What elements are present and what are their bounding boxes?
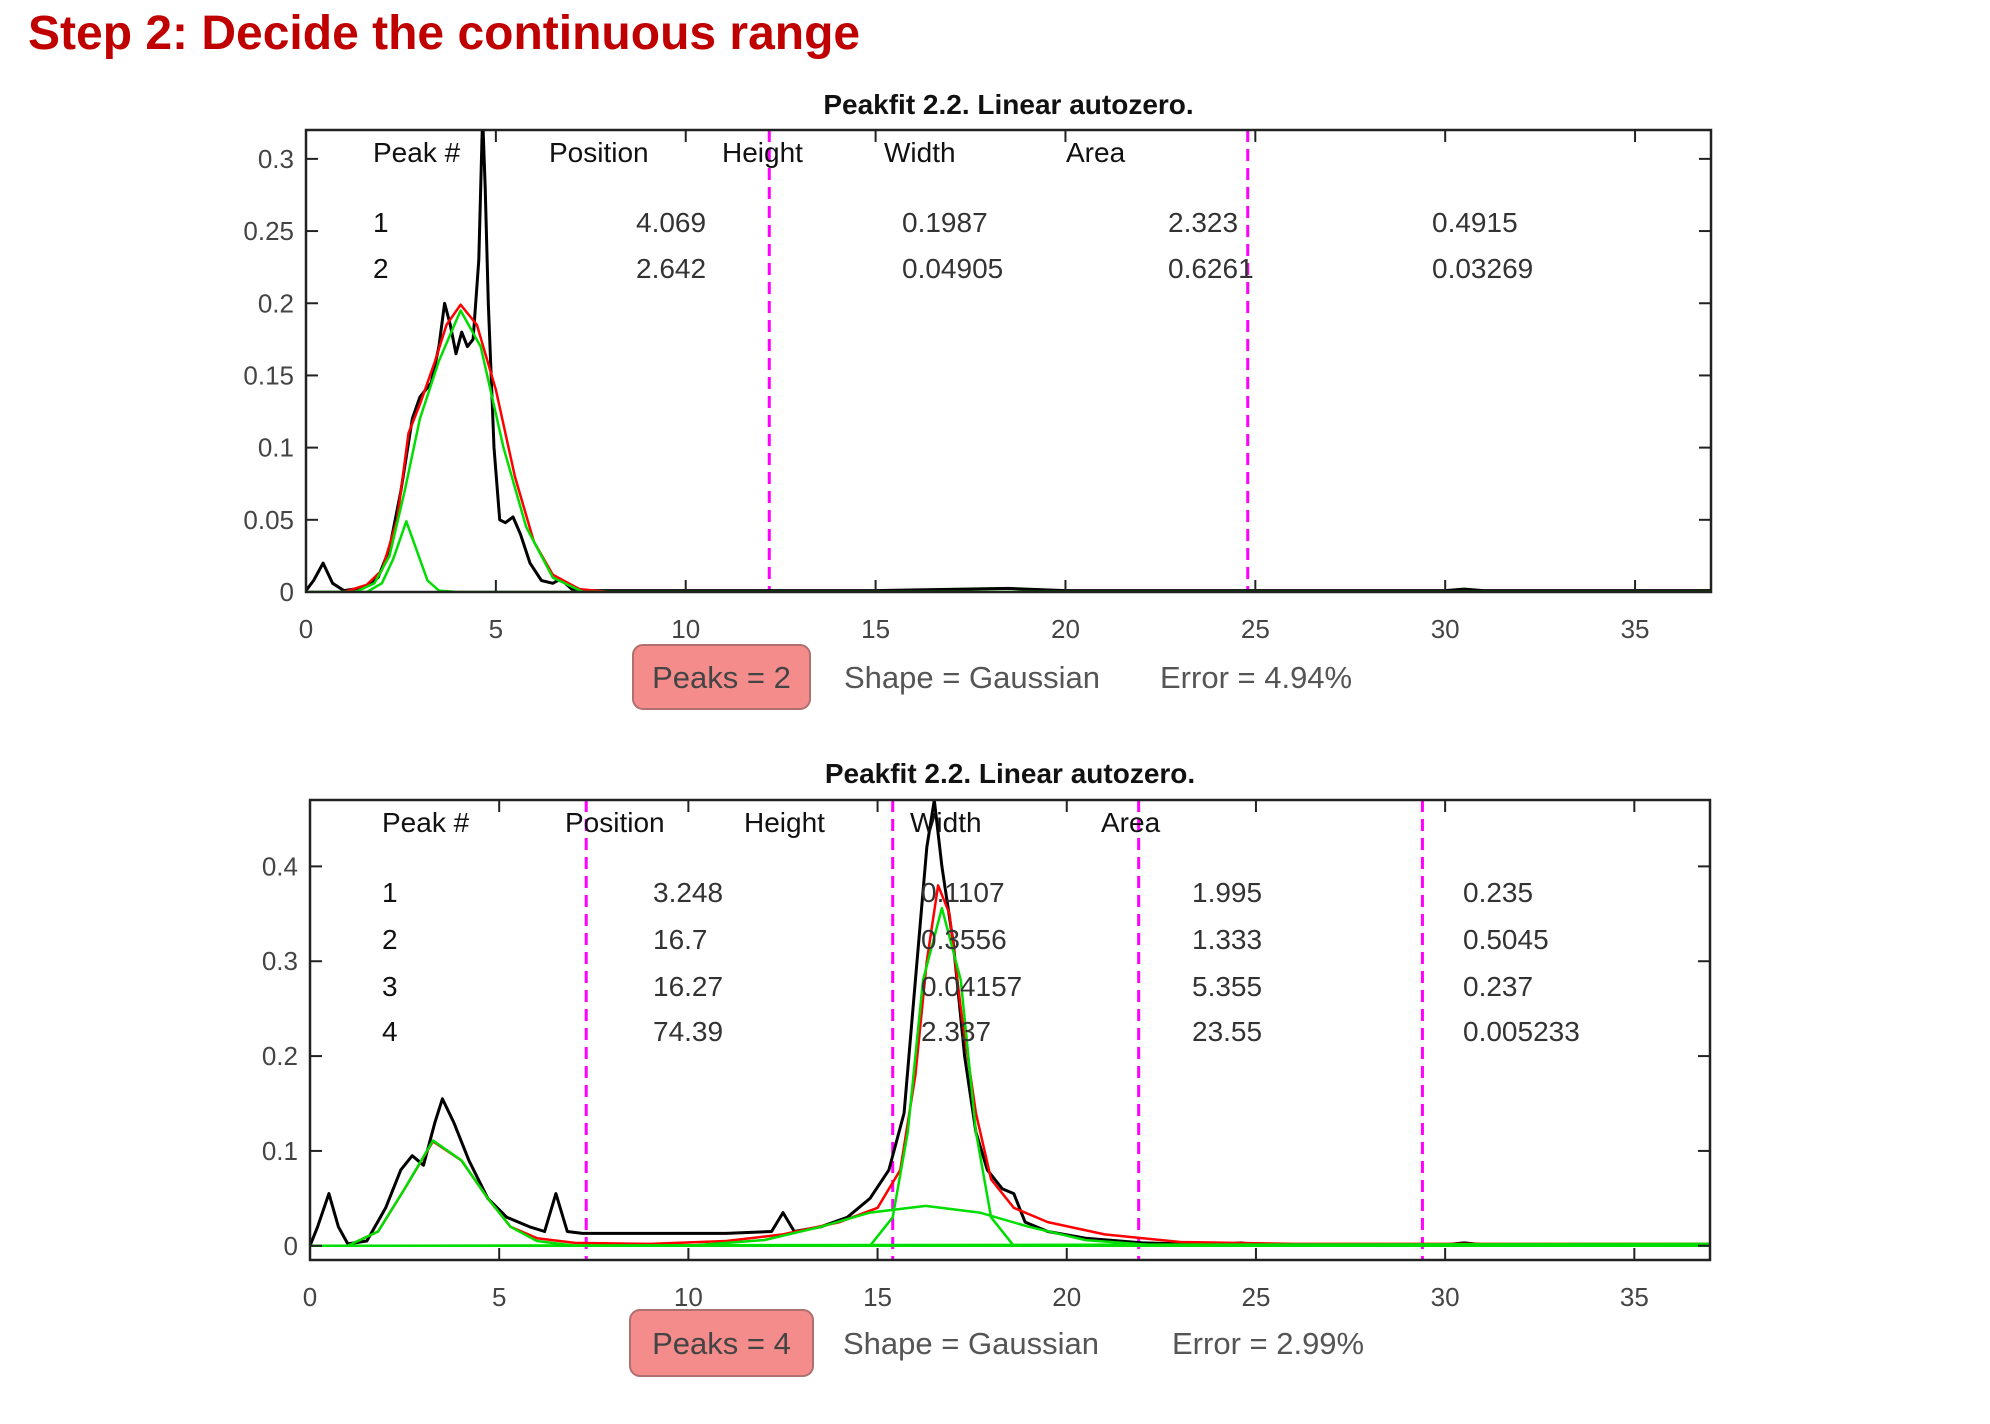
- x-tick-label: 20: [1051, 614, 1080, 644]
- table-header: Width: [884, 137, 956, 168]
- table-cell: 0.3556: [921, 924, 1007, 955]
- y-tick-label: 0.4: [262, 851, 298, 881]
- table-cell: 2: [373, 253, 389, 284]
- page-title: Step 2: Decide the continuous range: [28, 7, 861, 60]
- table-cell: 1: [382, 877, 398, 908]
- error-label: Error = 4.94%: [1160, 660, 1352, 695]
- series-component-1: [310, 1139, 1710, 1248]
- shape-label: Shape = Gaussian: [843, 1326, 1099, 1361]
- x-tick-label: 15: [863, 1282, 892, 1312]
- y-tick-label: 0.15: [243, 360, 294, 390]
- shape-label: Shape = Gaussian: [844, 660, 1100, 695]
- plot-frame: [304, 128, 1713, 594]
- chart-1: Peakfit 2.2. Linear autozero.0 5 10 15 20 25 3…: [243, 89, 1713, 710]
- x-tick-label: 35: [1621, 614, 1650, 644]
- table-cell: 0.237: [1463, 971, 1533, 1002]
- table-cell: 3: [382, 971, 398, 1002]
- series-component-2: [310, 906, 1710, 1248]
- table-cell: 0.04905: [902, 253, 1003, 284]
- table-cell: 0.04157: [921, 971, 1022, 1002]
- y-tick-label: 0: [284, 1231, 298, 1261]
- table-cell: 3.248: [653, 877, 723, 908]
- x-tick-label: 30: [1431, 614, 1460, 644]
- table-cell: 0.6261: [1168, 253, 1254, 284]
- table-header: Peak #: [382, 807, 470, 838]
- y-tick-label: 0.2: [262, 1041, 298, 1071]
- table-cell: 5.355: [1192, 971, 1262, 1002]
- table-cell: 4.069: [636, 207, 706, 238]
- table-cell: 23.55: [1192, 1016, 1262, 1047]
- table-header: Area: [1066, 137, 1126, 168]
- y-tick-label: 0.1: [262, 1136, 298, 1166]
- y-tick-label: 0.3: [258, 144, 294, 174]
- series-component-2: [306, 520, 1711, 592]
- x-tick-label: 35: [1620, 1282, 1649, 1312]
- table-cell: 4: [382, 1016, 398, 1047]
- x-tick-label: 25: [1241, 614, 1270, 644]
- plot-frame: [308, 798, 1712, 1262]
- table-cell: 1: [373, 207, 389, 238]
- series-group: [306, 130, 1711, 592]
- y-tick-label: 0.2: [258, 288, 294, 318]
- table-cell: 16.7: [653, 924, 708, 955]
- series-data: [306, 130, 1711, 592]
- series-component-1: [306, 309, 1711, 592]
- table-cell: 0.03269: [1432, 253, 1533, 284]
- table-cell: 1.333: [1192, 924, 1262, 955]
- table-header: Position: [565, 807, 665, 838]
- table-cell: 2.337: [921, 1016, 991, 1047]
- peaks-badge: [632, 644, 811, 710]
- y-tick-label: 0: [280, 577, 294, 607]
- table-header: Width: [910, 807, 982, 838]
- y-tick-label: 0.1: [258, 433, 294, 463]
- chart-title: Peakfit 2.2. Linear autozero.: [823, 89, 1193, 120]
- y-tick-label: 0.25: [243, 216, 294, 246]
- x-tick-label: 10: [671, 614, 700, 644]
- y-tick-label: 0.3: [262, 946, 298, 976]
- table-cell: 2: [382, 924, 398, 955]
- table-cell: 0.1107: [921, 877, 1005, 908]
- x-tick-label: 0: [303, 1282, 317, 1312]
- table-cell: 0.4915: [1432, 207, 1518, 238]
- x-tick-label: 5: [492, 1282, 506, 1312]
- table-header: Area: [1101, 807, 1161, 838]
- table-cell: 2.323: [1168, 207, 1238, 238]
- table-cell: 1.995: [1192, 877, 1262, 908]
- series-component-3: [310, 1204, 1710, 1248]
- x-tick-label: 5: [489, 614, 503, 644]
- series-component-4: [310, 1242, 1710, 1248]
- table-cell: 2.642: [636, 253, 706, 284]
- table-header: Height: [722, 137, 803, 168]
- x-tick-label: 20: [1052, 1282, 1081, 1312]
- table-header: Peak #: [373, 137, 461, 168]
- y-tick-label: 0.05: [243, 505, 294, 535]
- x-tick-label: 10: [674, 1282, 703, 1312]
- peaks-badge: [629, 1309, 814, 1377]
- peaks-count: Peaks = 2: [652, 660, 791, 695]
- table-cell: 74.39: [653, 1016, 723, 1047]
- series-group: [310, 800, 1710, 1248]
- x-tick-label: 0: [299, 614, 313, 644]
- x-tick-label: 15: [861, 614, 890, 644]
- table-cell: 0.235: [1463, 877, 1533, 908]
- table-header: Height: [744, 807, 825, 838]
- x-tick-label: 30: [1431, 1282, 1460, 1312]
- table-cell: 0.1987: [902, 207, 988, 238]
- table-cell: 16.27: [653, 971, 723, 1002]
- chart-title: Peakfit 2.2. Linear autozero.: [825, 758, 1195, 789]
- table-cell: 0.005233: [1463, 1016, 1580, 1047]
- peaks-count: Peaks = 4: [652, 1326, 791, 1361]
- chart-2: Peakfit 2.2. Linear autozero.0 5 10 15 20 25 3…: [262, 758, 1712, 1377]
- table-header: Position: [549, 137, 649, 168]
- error-label: Error = 2.99%: [1172, 1326, 1364, 1361]
- x-tick-label: 25: [1241, 1282, 1270, 1312]
- table-cell: 0.5045: [1463, 924, 1549, 955]
- series-fit: [306, 303, 1711, 592]
